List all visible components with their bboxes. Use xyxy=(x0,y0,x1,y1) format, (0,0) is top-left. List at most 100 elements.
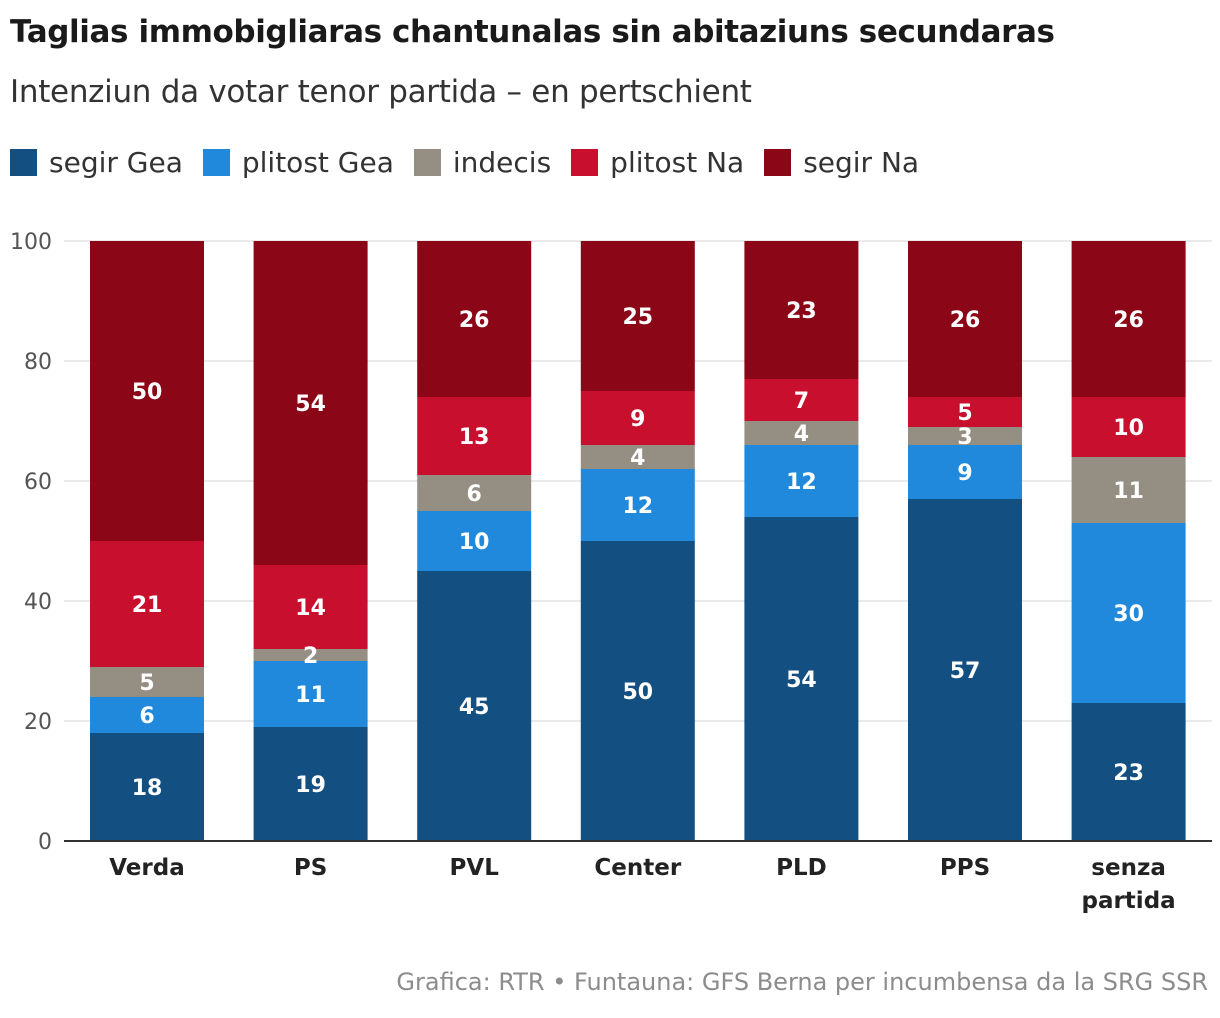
bar-segment-pvl-plitost-na xyxy=(417,397,532,475)
legend-label-indecis: indecis xyxy=(452,145,552,179)
x-tick-label-verda: Verda xyxy=(109,855,184,881)
bar-segment-pps-indecis xyxy=(908,427,1022,445)
axis-layer: 0 20 40 60 80 100 Verda PS PVL Center PLD PPS senza p… xyxy=(10,230,1212,914)
legend-swatch-segir-na xyxy=(764,148,792,176)
bar-segment-ps-plitost-gea xyxy=(253,661,368,727)
data-label-pvl-indecis: 6 xyxy=(467,482,482,507)
x-tick-label-ps: PS xyxy=(294,855,327,881)
legend-item-plitost-gea: plitost Gea xyxy=(202,145,394,179)
bar-segment-pps-segir-gea xyxy=(908,499,1022,841)
data-label-ps-segir-na: 54 xyxy=(295,392,326,417)
data-label-verda-plitost-gea: 6 xyxy=(139,704,154,729)
bar-segment-verda-plitost-na xyxy=(90,541,204,667)
legend-label-plitost-gea: plitost Gea xyxy=(241,145,394,179)
x-tick-label-line: PPS xyxy=(940,855,990,881)
bar-segment-center-indecis xyxy=(580,445,695,469)
legend-label-segir-gea: segir Gea xyxy=(49,145,183,179)
data-label-senza-partida-segir-na: 26 xyxy=(1113,308,1144,333)
data-label-senza-partida-plitost-gea: 30 xyxy=(1113,602,1144,627)
data-label-senza-partida-indecis: 11 xyxy=(1113,479,1144,504)
data-label-ps-plitost-na: 14 xyxy=(295,596,326,621)
bar-segment-center-segir-gea xyxy=(580,541,695,841)
data-label-center-indecis: 4 xyxy=(630,446,645,471)
x-tick-label-pps: PPS xyxy=(940,855,990,881)
bar-segment-pvl-segir-gea xyxy=(417,571,532,841)
bar-segment-senza-partida-segir-na xyxy=(1071,241,1186,397)
legend-label-plitost-na: plitost Na xyxy=(610,145,745,179)
data-label-pps-segir-na: 26 xyxy=(950,308,981,333)
bar-segment-ps-plitost-na xyxy=(253,565,368,649)
data-label-ps-indecis: 2 xyxy=(303,644,318,669)
bar-segment-verda-indecis xyxy=(90,667,204,697)
bar-segment-senza-partida-segir-gea xyxy=(1071,703,1186,841)
data-label-center-segir-gea: 50 xyxy=(622,680,653,705)
bar-segment-senza-partida-plitost-gea xyxy=(1071,523,1186,703)
x-tick-label-pld: PLD xyxy=(776,855,827,881)
x-tick-label-line: senza xyxy=(1091,855,1166,881)
bar-segment-pld-plitost-gea xyxy=(744,445,859,517)
data-label-pld-segir-na: 23 xyxy=(786,299,817,324)
x-tick-label-pvl: PVL xyxy=(450,855,500,881)
bar-segment-pld-segir-na xyxy=(744,241,859,379)
data-label-center-segir-na: 25 xyxy=(622,305,653,330)
x-tick-label-center: Center xyxy=(594,855,681,881)
legend: segir Gea plitost Gea indecis plitost Na… xyxy=(10,142,939,182)
label-layer: 18 6 5 21 50 19 11 2 14 54 45 10 6 13 26 50 12 4 9 25 54 12 4 7… xyxy=(132,299,1144,801)
data-label-pld-plitost-na: 7 xyxy=(794,389,809,414)
data-label-pps-plitost-gea: 9 xyxy=(957,461,972,486)
bar-segment-ps-segir-na xyxy=(253,241,368,565)
bar-segment-pps-plitost-na xyxy=(908,397,1022,427)
bar-segment-center-plitost-gea xyxy=(580,469,695,541)
bar-segment-pld-plitost-na xyxy=(744,379,859,421)
data-label-pps-indecis: 3 xyxy=(957,425,972,450)
legend-item-indecis: indecis xyxy=(413,145,552,179)
bar-segment-senza-partida-indecis xyxy=(1071,457,1186,523)
source-credit: Grafica: RTR • Funtauna: GFS Berna per i… xyxy=(396,968,1208,996)
data-label-pps-segir-gea: 57 xyxy=(950,659,981,684)
legend-item-segir-gea: segir Gea xyxy=(10,146,183,179)
bar-segment-verda-plitost-gea xyxy=(90,697,204,733)
bar-segment-verda-segir-na xyxy=(90,241,204,541)
bar-layer xyxy=(90,241,1186,841)
data-label-pld-indecis: 4 xyxy=(794,422,809,447)
data-label-ps-plitost-gea: 11 xyxy=(295,683,326,708)
x-tick-label-line: PS xyxy=(294,855,327,881)
data-label-pld-plitost-gea: 12 xyxy=(786,470,817,495)
y-tick-label-60: 60 xyxy=(24,470,52,495)
data-label-verda-segir-gea: 18 xyxy=(132,776,163,801)
legend-label-segir-na: segir Na xyxy=(803,145,920,179)
bar-segment-senza-partida-plitost-na xyxy=(1071,397,1186,457)
data-label-pld-segir-gea: 54 xyxy=(786,668,817,693)
y-tick-label-20: 20 xyxy=(24,710,52,735)
bar-segment-center-segir-na xyxy=(580,241,695,391)
bar-segment-pld-indecis xyxy=(744,421,859,445)
bar-segment-verda-segir-gea xyxy=(90,733,204,841)
chart-title: Taglias immobigliaras chantunalas sin ab… xyxy=(10,14,1055,50)
data-label-pvl-plitost-na: 13 xyxy=(459,425,490,450)
data-label-pvl-segir-gea: 45 xyxy=(459,695,490,720)
x-tick-label-line: PVL xyxy=(450,855,500,881)
x-tick-label-line: Verda xyxy=(109,855,184,881)
bar-segment-center-plitost-na xyxy=(580,391,695,445)
data-label-pvl-segir-na: 26 xyxy=(459,308,490,333)
data-label-senza-partida-segir-gea: 23 xyxy=(1113,761,1144,786)
x-tick-label-line: PLD xyxy=(776,855,827,881)
y-tick-label-100: 100 xyxy=(10,230,52,255)
x-tick-label-line: Center xyxy=(594,855,681,881)
x-tick-label-senza-partida: senza partida xyxy=(1081,855,1175,914)
data-label-verda-segir-na: 50 xyxy=(132,380,163,405)
y-tick-label-0: 0 xyxy=(38,830,52,855)
legend-item-segir-na: segir Na xyxy=(764,146,919,179)
data-label-center-plitost-gea: 12 xyxy=(622,494,653,519)
bar-segment-pld-segir-gea xyxy=(744,517,859,841)
data-label-pvl-plitost-gea: 10 xyxy=(459,530,490,555)
legend-swatch-plitost-gea xyxy=(202,148,230,176)
bar-segment-pps-segir-na xyxy=(908,241,1022,397)
bar-segment-pvl-segir-na xyxy=(417,241,532,397)
data-label-pps-plitost-na: 5 xyxy=(957,401,972,426)
data-label-center-plitost-na: 9 xyxy=(630,407,645,432)
chart-subtitle: Intenziun da votar tenor partida – en pe… xyxy=(10,74,752,110)
data-label-ps-segir-gea: 19 xyxy=(295,773,326,798)
x-tick-label-line: partida xyxy=(1081,888,1175,914)
